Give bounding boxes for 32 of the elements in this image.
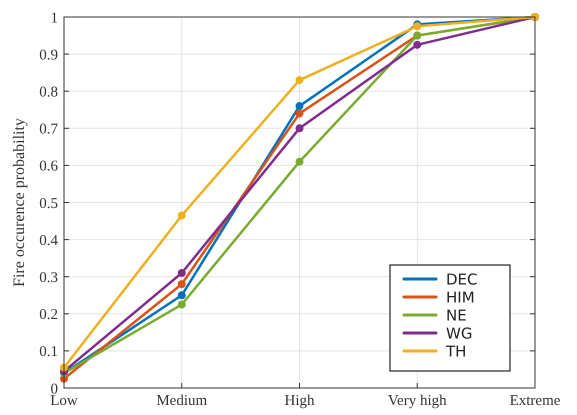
legend-label: NE [446,306,467,324]
point [178,280,186,288]
x-tick-label: Very high [388,393,448,409]
y-axis-title: Fire occurence probability [11,118,28,287]
point [296,158,304,166]
legend-label: DEC [446,270,478,288]
x-tick-label: Extreme [510,393,561,409]
y-tick-label: 1 [50,10,58,26]
point [178,291,186,300]
x-tick-label: Medium [156,393,208,409]
point [413,40,422,49]
point [296,109,304,118]
point [296,102,304,110]
y-tick-label: 0.2 [39,307,58,324]
y-tick-label: 0.3 [39,270,58,286]
y-tick-label: 0.9 [39,47,58,64]
x-tick-label: Low [50,393,78,409]
point [178,268,186,277]
point [296,124,304,132]
y-tick-label: 0.5 [39,196,58,212]
point [178,211,186,220]
y-tick-label: 0.1 [39,344,58,360]
y-tick-label: 0.8 [39,84,58,100]
y-tick-label: 0.7 [39,122,58,138]
y-tick-label: 0.4 [39,232,58,249]
legend-label: TH [445,342,466,360]
y-tick-label: 0.6 [39,158,58,175]
point [178,300,186,309]
legend-label: HIM [446,288,475,306]
point [296,76,304,84]
x-tick-label: High [284,393,315,409]
legend-label: WG [446,324,472,342]
